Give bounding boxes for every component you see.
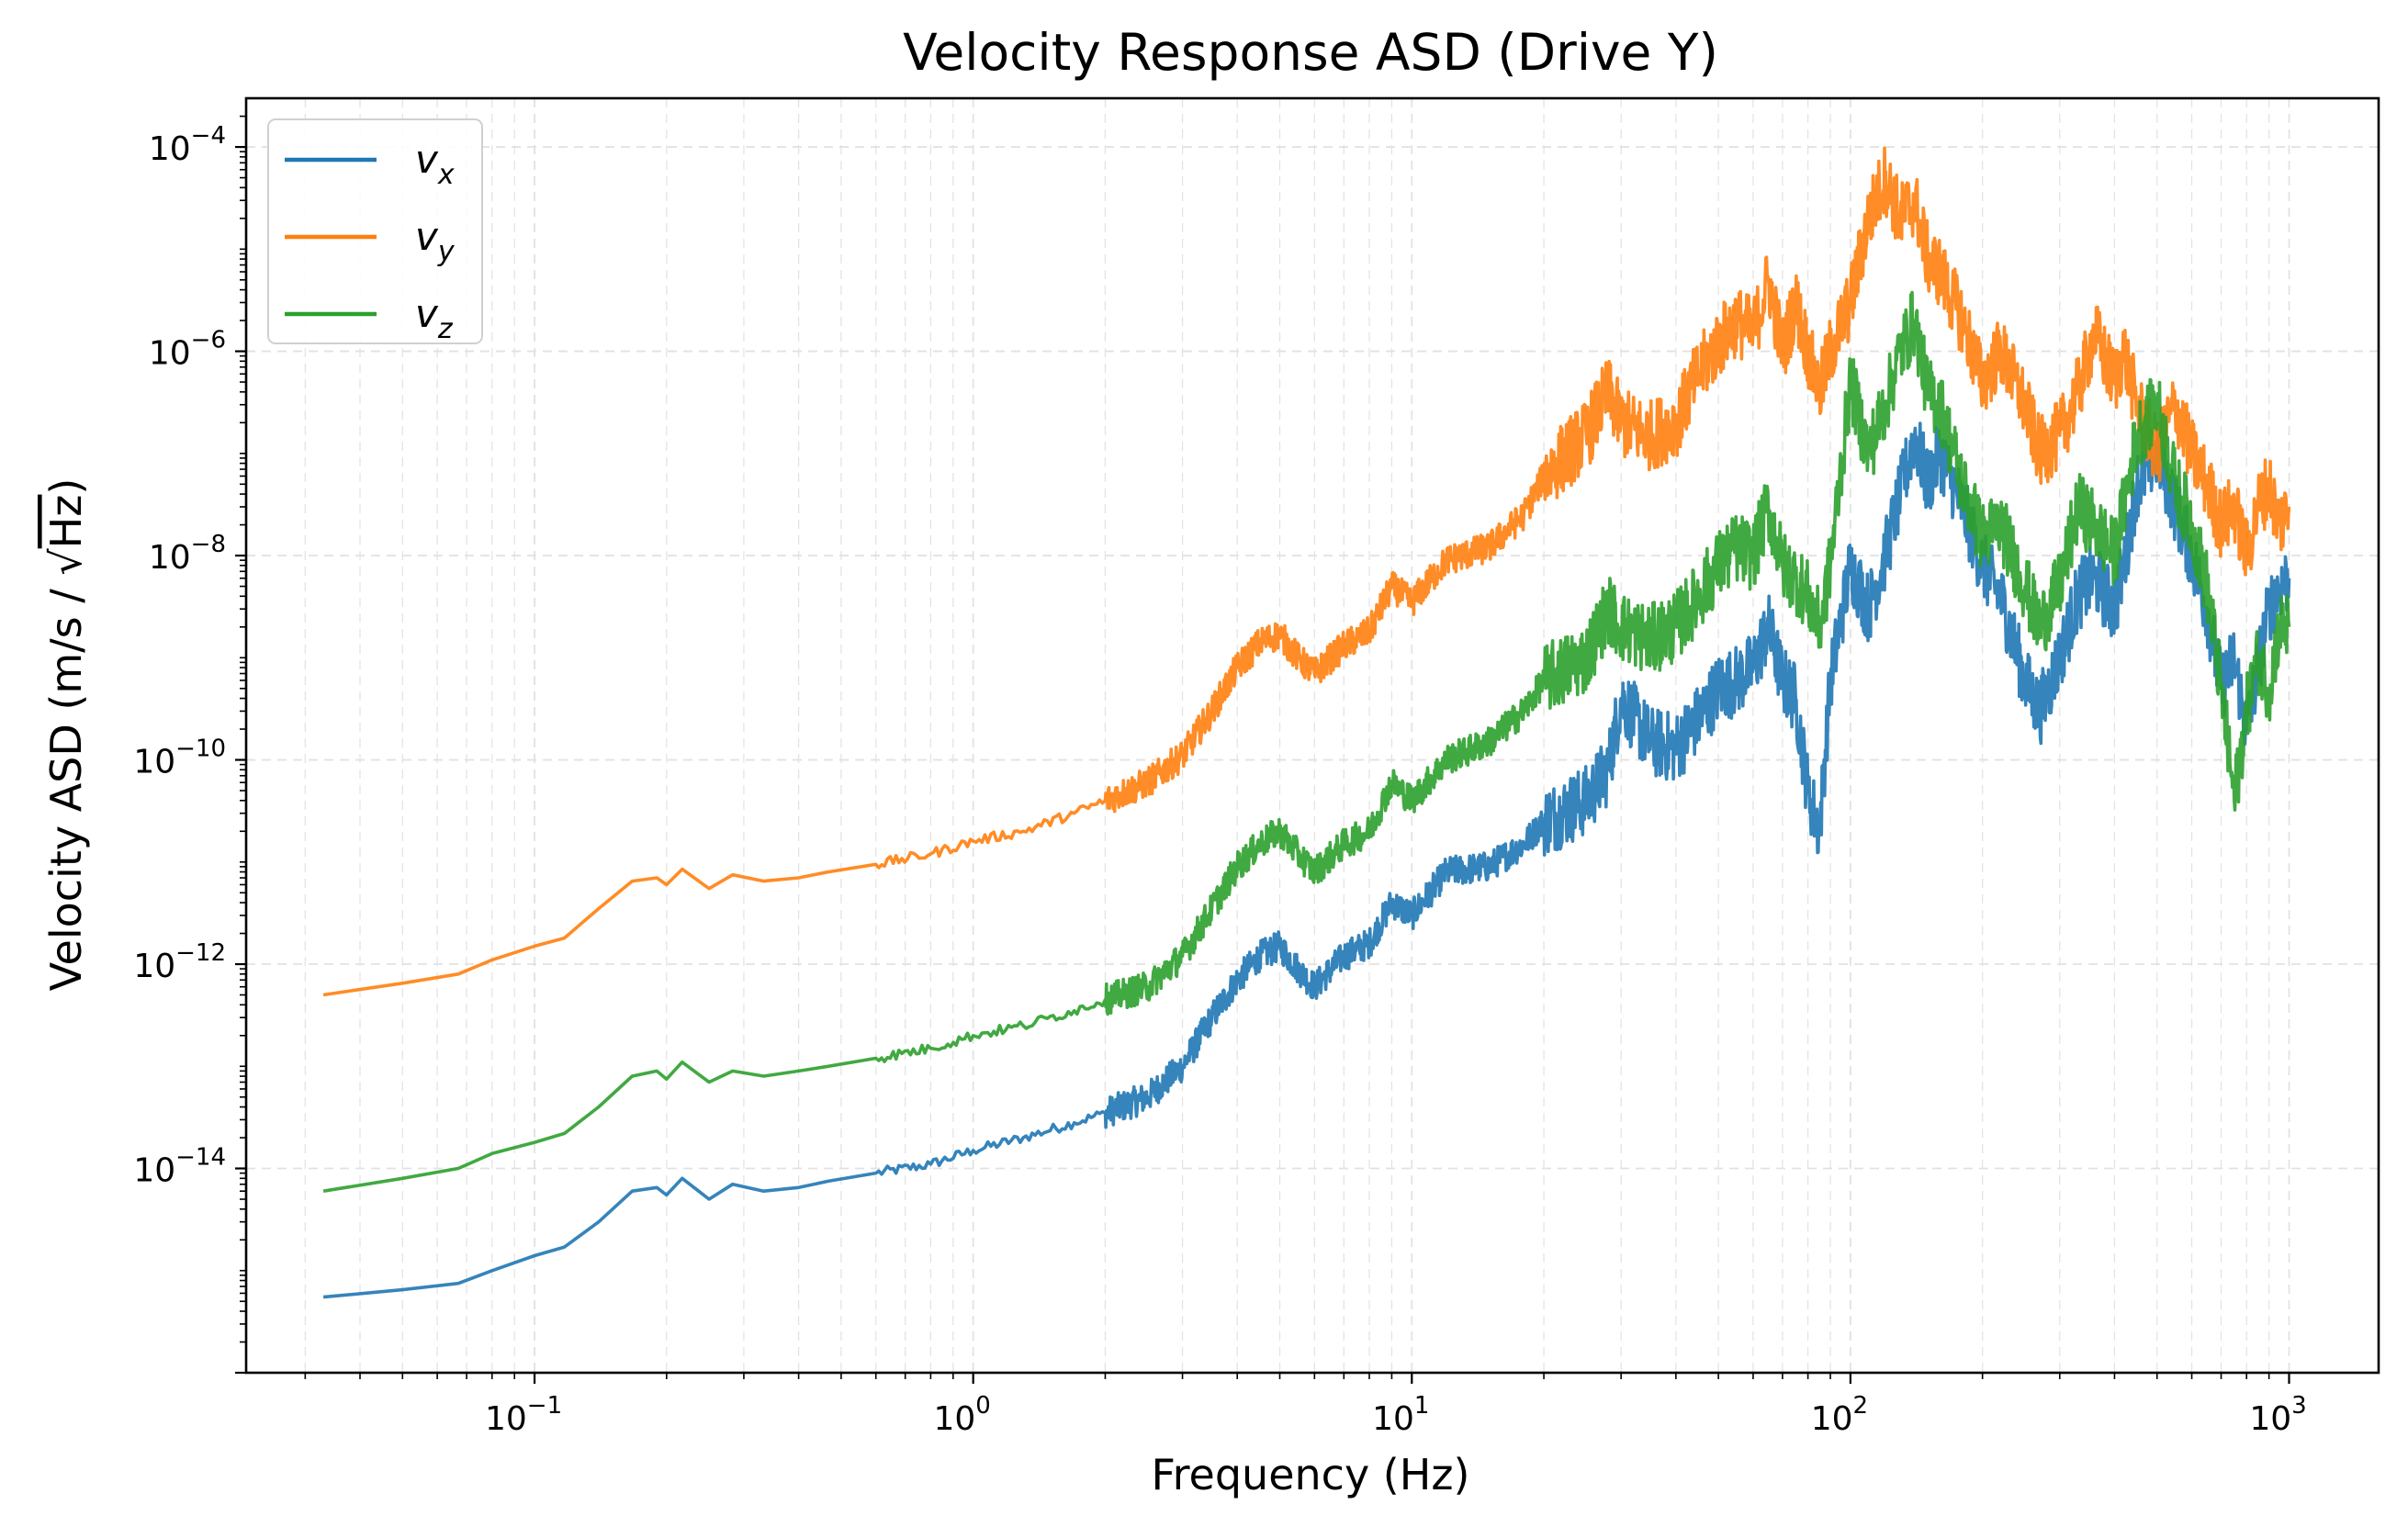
y-tick-label: 10−4 — [149, 122, 226, 168]
legend-label-vx: vx — [415, 137, 455, 191]
x-tick-base: 10 — [2249, 1400, 2291, 1438]
grid-lines — [246, 98, 2379, 1373]
x-tick-label: 10−1 — [485, 1392, 562, 1438]
plot-frame — [244, 96, 2380, 1375]
x-tick-exponent: −1 — [527, 1392, 562, 1420]
x-tick-base: 10 — [1811, 1400, 1853, 1438]
x-tick-exponent: 1 — [1414, 1392, 1430, 1420]
chart-title: Velocity Response ASD (Drive Y) — [903, 23, 1718, 82]
y-tick-exponent: −14 — [175, 1144, 226, 1172]
y-tick-exponent: −12 — [175, 939, 226, 967]
y-tick-base: 10 — [149, 130, 191, 168]
y-axis-label-suffix: ) — [41, 478, 91, 495]
y-axis-label: Velocity ASD (m/s / √Hz) — [41, 478, 91, 992]
y-tick-exponent: −8 — [191, 531, 226, 558]
y-tick-label: 10−10 — [133, 735, 226, 781]
y-tick-exponent: −6 — [191, 327, 226, 354]
y-tick-base: 10 — [133, 948, 175, 985]
x-axis-ticks: 10−1 100 101 102 103 — [304, 1373, 2307, 1438]
series-lines — [322, 146, 2291, 1299]
legend-label-name: v — [415, 291, 439, 336]
y-axis-label-radicand: Hz — [41, 495, 91, 549]
x-tick-exponent: 0 — [975, 1392, 991, 1420]
y-tick-label: 10−8 — [149, 531, 226, 577]
legend-label-subscript: x — [437, 159, 455, 191]
x-axis-label: Frequency (Hz) — [1152, 1450, 1470, 1499]
legend-box — [267, 118, 483, 344]
y-tick-label: 10−6 — [149, 327, 226, 373]
x-tick-base: 10 — [1372, 1400, 1414, 1438]
x-tick-label: 102 — [1811, 1392, 1868, 1438]
y-tick-base: 10 — [149, 539, 191, 577]
x-tick-label: 101 — [1372, 1392, 1429, 1438]
series-line-vz — [322, 290, 2291, 1193]
series-line-vx — [322, 421, 2291, 1299]
legend-label-subscript: y — [437, 236, 456, 268]
y-tick-exponent: −4 — [191, 122, 226, 150]
x-tick-exponent: 2 — [1853, 1392, 1869, 1420]
legend-label-name: v — [415, 214, 439, 259]
series-line-vy — [322, 146, 2291, 997]
legend-label-subscript: z — [437, 313, 454, 345]
y-tick-label: 10−12 — [133, 939, 226, 985]
x-tick-base: 10 — [485, 1400, 527, 1438]
x-tick-base: 10 — [933, 1400, 975, 1438]
x-tick-label: 100 — [933, 1392, 990, 1438]
y-tick-exponent: −10 — [175, 735, 226, 763]
legend-label-vy: vy — [415, 214, 456, 268]
y-tick-base: 10 — [149, 335, 191, 373]
y-axis-label-radical: √ — [41, 548, 91, 576]
x-tick-label: 103 — [2249, 1392, 2306, 1438]
legend-label-vz: vz — [415, 291, 454, 345]
y-tick-label: 10−14 — [133, 1144, 226, 1190]
x-tick-exponent: 3 — [2291, 1392, 2307, 1420]
legend-label-name: v — [415, 137, 439, 182]
y-axis-label-prefix: Velocity ASD (m/s / — [41, 576, 91, 992]
y-tick-base: 10 — [133, 1152, 175, 1190]
y-axis-label-text: Velocity ASD (m/s / √Hz) — [41, 478, 91, 992]
y-tick-base: 10 — [133, 744, 175, 781]
